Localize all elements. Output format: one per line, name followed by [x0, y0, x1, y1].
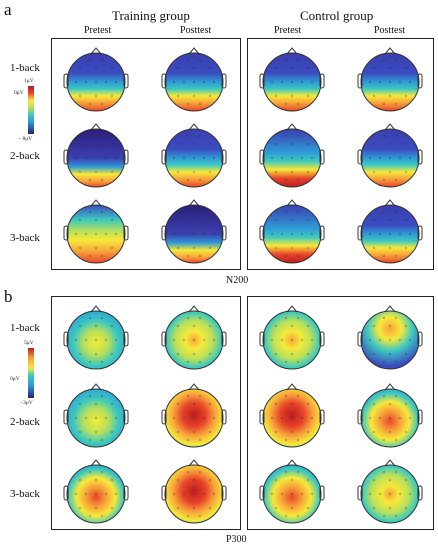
- p300-topomap-control-posttest-3back: [354, 456, 426, 528]
- n200-topomap-training-pretest-2back: [60, 120, 132, 192]
- n200-topomap-control-pretest-1back: [256, 44, 328, 116]
- n200-topomap-training-posttest-3back: [158, 196, 230, 268]
- row-label-p300-1back: 1-back: [10, 322, 40, 334]
- row-label-n200-1back: 1-back: [10, 62, 40, 74]
- p300-topomap-control-pretest-2back: [256, 380, 328, 452]
- p300-topomap-control-posttest-1back: [354, 302, 426, 374]
- column-title-control-pretest: Pretest: [274, 25, 302, 36]
- n200-topomap-training-pretest-1back: [60, 44, 132, 116]
- p300-colorbar-max: 5μV: [24, 340, 34, 346]
- control-frame-n200: [247, 38, 434, 270]
- n200-colorbar-max: 1μV: [24, 78, 34, 84]
- p300-topomap-training-pretest-3back: [60, 456, 132, 528]
- column-title-control-posttest: Posttest: [374, 25, 406, 36]
- p300-topomap-control-pretest-1back: [256, 302, 328, 374]
- n200-topomap-control-pretest-2back: [256, 120, 328, 192]
- training-group-title: Training group: [112, 8, 190, 23]
- p300-topomap-training-posttest-3back: [158, 456, 230, 528]
- p300-topomap-training-pretest-2back: [60, 380, 132, 452]
- n200-colorbar-mid: 0μV: [14, 90, 24, 96]
- p300-topomap-training-pretest-1back: [60, 302, 132, 374]
- column-title-training-posttest: Posttest: [180, 25, 212, 36]
- p300-colorbar-min: −3μV: [20, 400, 33, 406]
- n200-topomap-control-posttest-1back: [354, 44, 426, 116]
- control-frame-p300: [247, 296, 434, 530]
- n200-colorbar: [28, 86, 34, 134]
- p300-topomap-training-posttest-2back: [158, 380, 230, 452]
- p300-topomap-control-posttest-2back: [354, 380, 426, 452]
- n200-topomap-control-posttest-3back: [354, 196, 426, 268]
- n200-topomap-control-posttest-2back: [354, 120, 426, 192]
- training-frame-n200: [51, 38, 241, 270]
- row-label-n200-2back: 2-back: [10, 150, 40, 162]
- training-frame-p300: [51, 296, 241, 530]
- p300-colorbar: [28, 348, 34, 398]
- n200-caption: N200: [226, 275, 249, 286]
- row-label-p300-2back: 2-back: [10, 416, 40, 428]
- p300-caption: P300: [226, 534, 247, 545]
- row-label-p300-3back: 3-back: [10, 488, 40, 500]
- panel-b-letter: b: [4, 287, 13, 306]
- n200-colorbar-min: − 8μV: [18, 136, 33, 142]
- p300-topomap-control-pretest-3back: [256, 456, 328, 528]
- n200-topomap-training-pretest-3back: [60, 196, 132, 268]
- p300-colorbar-mid: 0μV: [10, 376, 20, 382]
- n200-topomap-training-posttest-1back: [158, 44, 230, 116]
- n200-topomap-training-posttest-2back: [158, 120, 230, 192]
- row-label-n200-3back: 3-back: [10, 232, 40, 244]
- column-title-training-pretest: Pretest: [84, 25, 112, 36]
- p300-topomap-training-posttest-1back: [158, 302, 230, 374]
- n200-topomap-control-pretest-3back: [256, 196, 328, 268]
- control-group-title: Control group: [300, 8, 374, 23]
- panel-a-letter: a: [4, 0, 12, 19]
